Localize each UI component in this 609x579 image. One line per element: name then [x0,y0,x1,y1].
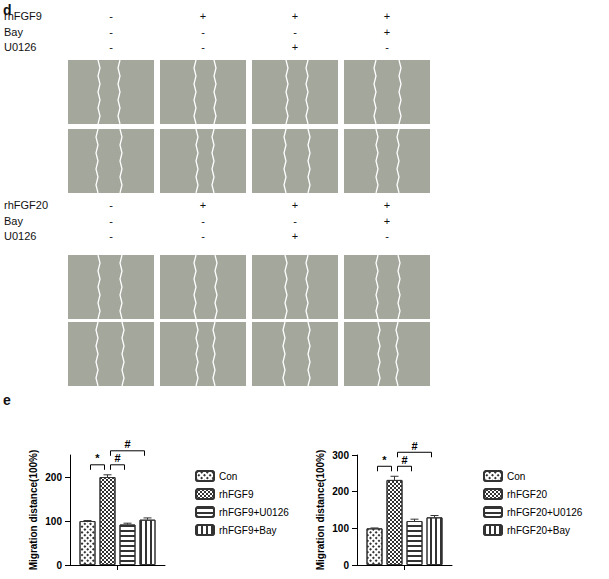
svg-text:#: # [124,438,130,450]
svg-text:#: # [401,454,407,466]
html-text:rhFGF20: rhFGF20 [4,199,48,211]
svg-text:100: 100 [45,516,62,527]
html-text:Bay: Bay [4,25,23,38]
svg-text:rhFGF20+Bay: rhFGF20+Bay [507,525,570,536]
html-text:e: e [3,392,11,408]
svg-text:*: * [95,452,100,464]
svg-text:100: 100 [332,523,349,534]
svg-text:rhFGF9+U0126: rhFGF9+U0126 [219,507,289,518]
svg-text:rhFGF20: rhFGF20 [507,489,547,500]
svg-text:Migration distance(100%): Migration distance(100%) [315,450,326,571]
svg-text:#: # [411,440,417,452]
svg-text:#: # [114,452,120,464]
html-text:d: d [3,2,12,18]
html-text:U0126: U0126 [4,41,37,53]
svg-text:Con: Con [219,471,237,482]
html-text:Bay: Bay [4,214,23,227]
svg-text:0: 0 [56,560,62,571]
svg-text:200: 200 [45,472,62,483]
svg-text:0: 0 [343,560,349,571]
svg-text:Con: Con [507,471,525,482]
html-text:U0126: U0126 [4,230,37,242]
html-text:rhFGF9: rhFGF9 [4,10,42,22]
svg-text:rhFGF20+U0126: rhFGF20+U0126 [507,507,583,518]
svg-text:*: * [382,454,387,466]
svg-text:200: 200 [332,486,349,497]
svg-text:rhFGF9: rhFGF9 [219,489,254,500]
svg-text:Migration distance(100%): Migration distance(100%) [28,450,39,571]
svg-text:300: 300 [332,450,349,461]
svg-text:rhFGF9+Bay: rhFGF9+Bay [219,525,277,536]
